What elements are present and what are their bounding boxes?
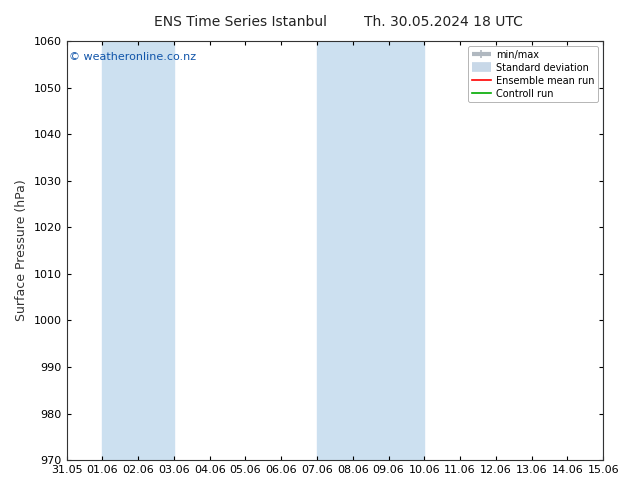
Text: Th. 30.05.2024 18 UTC: Th. 30.05.2024 18 UTC — [365, 15, 523, 29]
Bar — [603, 41, 634, 460]
Legend: min/max, Standard deviation, Ensemble mean run, Controll run: min/max, Standard deviation, Ensemble me… — [468, 46, 598, 102]
Bar — [102, 41, 174, 460]
Text: © weatheronline.co.nz: © weatheronline.co.nz — [69, 51, 197, 62]
Y-axis label: Surface Pressure (hPa): Surface Pressure (hPa) — [15, 180, 28, 321]
Text: ENS Time Series Istanbul: ENS Time Series Istanbul — [155, 15, 327, 29]
Bar — [317, 41, 424, 460]
